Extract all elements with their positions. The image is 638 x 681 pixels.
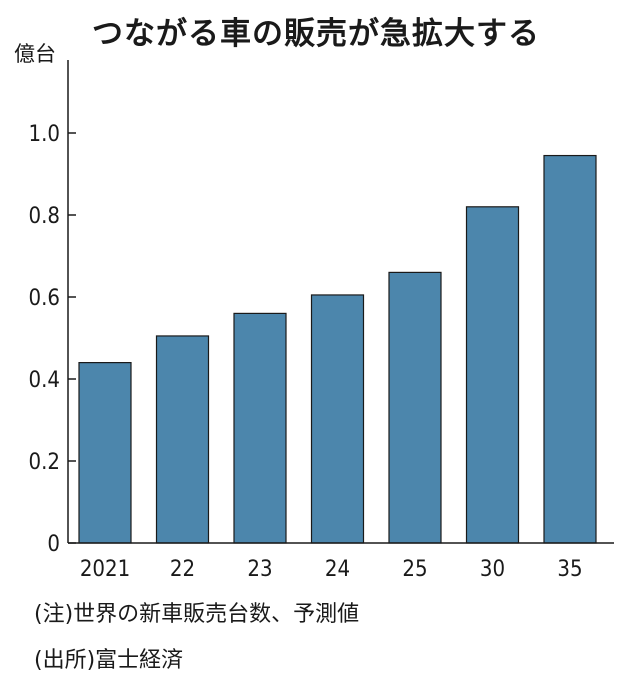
bar-group [78, 154, 597, 544]
chart-title: つながる車の販売が急拡大する [92, 16, 540, 52]
y-tick-label: 1.0 [29, 122, 60, 147]
x-tick-label: 2021 [80, 557, 130, 582]
bar [310, 294, 365, 544]
footnote: (注)世界の新車販売台数、予測値 [34, 602, 360, 627]
y-tick-label: 0.6 [29, 286, 60, 311]
y-axis-ticks: 0 0.2 0.4 0.6 0.8 1.0 [29, 122, 76, 557]
source-note: (出所)富士経済 [34, 648, 184, 673]
x-axis-labels: 2021 22 23 24 25 30 35 [80, 557, 583, 582]
x-tick-label: 25 [402, 557, 427, 582]
y-tick-label: 0.4 [29, 368, 60, 393]
y-axis-unit-label: 億台 [14, 42, 56, 66]
bar [465, 206, 520, 544]
bar [155, 335, 210, 544]
y-tick-label: 0.8 [29, 204, 60, 229]
x-tick-label: 35 [557, 557, 582, 582]
x-tick-label: 30 [480, 557, 505, 582]
bar [388, 271, 442, 544]
x-tick-label: 24 [325, 557, 350, 582]
x-tick-label: 23 [247, 557, 272, 582]
x-tick-label: 22 [170, 557, 195, 582]
bar [543, 154, 597, 544]
y-tick-label: 0.2 [29, 450, 60, 475]
y-tick-label: 0 [47, 532, 60, 557]
bar [233, 312, 287, 544]
bar [78, 362, 132, 544]
